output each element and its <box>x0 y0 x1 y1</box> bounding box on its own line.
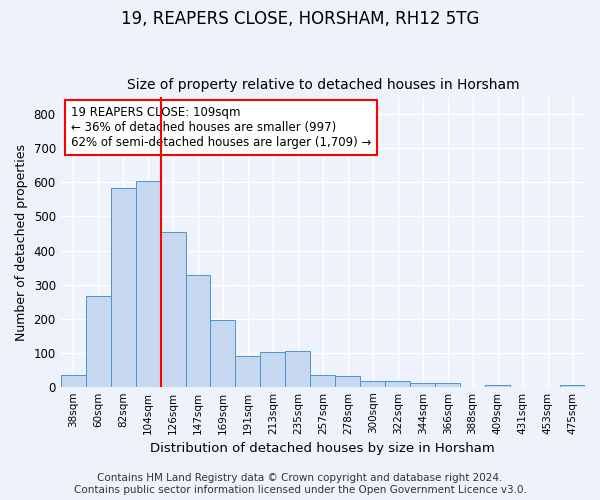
Bar <box>260 352 286 386</box>
Bar <box>335 376 360 386</box>
Text: 19, REAPERS CLOSE, HORSHAM, RH12 5TG: 19, REAPERS CLOSE, HORSHAM, RH12 5TG <box>121 10 479 28</box>
Title: Size of property relative to detached houses in Horsham: Size of property relative to detached ho… <box>127 78 519 92</box>
Bar <box>235 356 260 386</box>
Bar <box>410 382 435 386</box>
X-axis label: Distribution of detached houses by size in Horsham: Distribution of detached houses by size … <box>151 442 495 455</box>
Bar <box>161 232 185 386</box>
Bar <box>385 381 410 386</box>
Bar <box>61 375 86 386</box>
Bar <box>310 375 335 386</box>
Bar <box>485 384 510 386</box>
Bar <box>185 275 211 386</box>
Text: 19 REAPERS CLOSE: 109sqm
← 36% of detached houses are smaller (997)
62% of semi-: 19 REAPERS CLOSE: 109sqm ← 36% of detach… <box>71 106 371 149</box>
Bar <box>435 384 460 386</box>
Y-axis label: Number of detached properties: Number of detached properties <box>15 144 28 340</box>
Bar <box>360 381 385 386</box>
Bar <box>86 296 110 386</box>
Bar <box>560 384 585 386</box>
Bar <box>211 320 235 386</box>
Text: Contains HM Land Registry data © Crown copyright and database right 2024.
Contai: Contains HM Land Registry data © Crown c… <box>74 474 526 495</box>
Bar <box>110 188 136 386</box>
Bar <box>286 351 310 386</box>
Bar <box>136 180 161 386</box>
